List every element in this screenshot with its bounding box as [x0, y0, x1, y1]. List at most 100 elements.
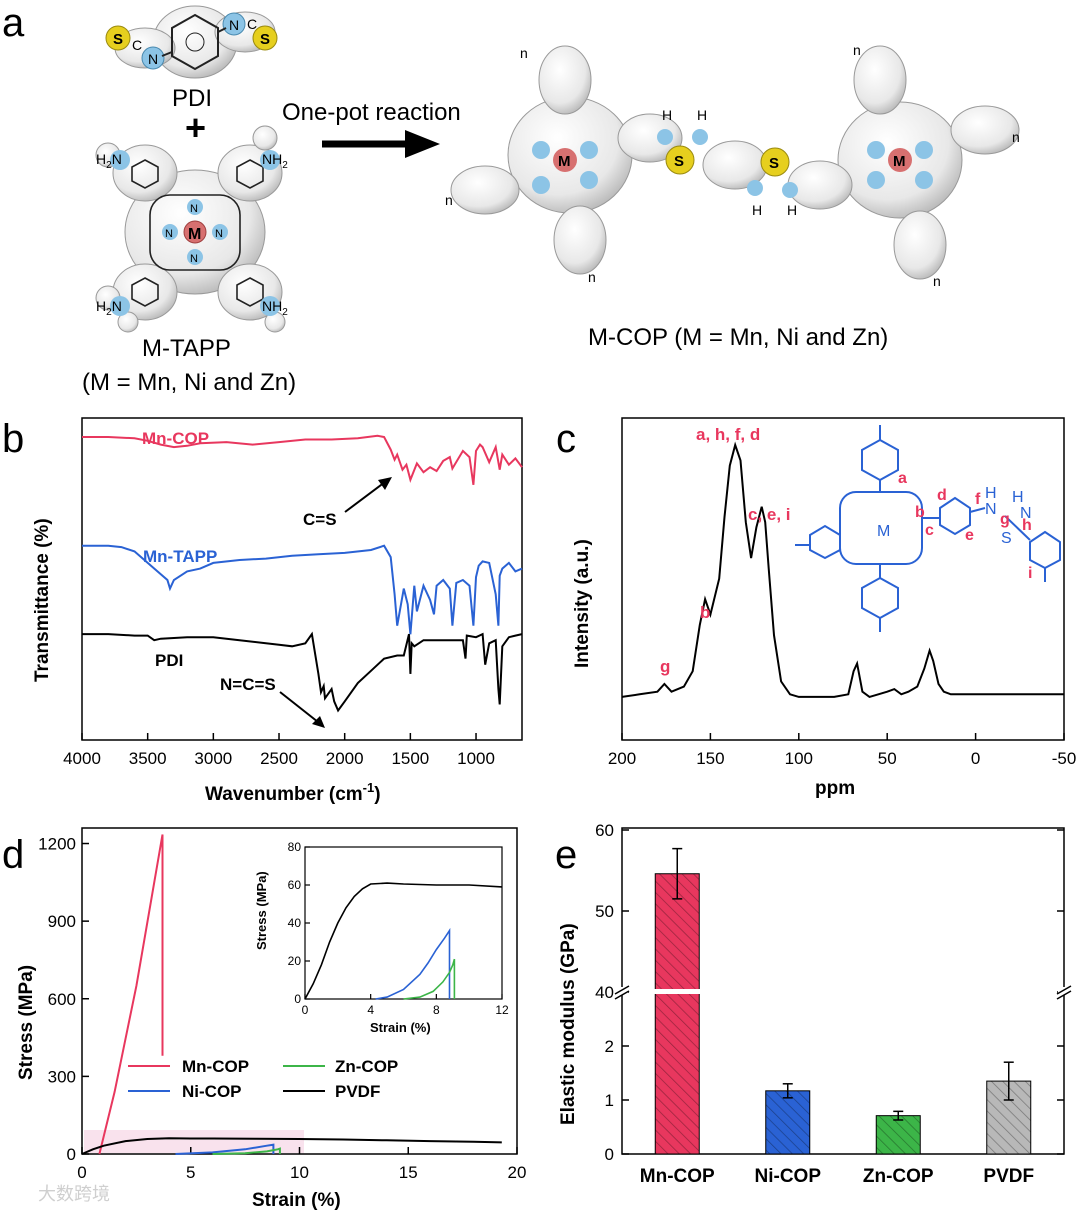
arrow-label: One-pot reaction — [282, 99, 461, 126]
modulus-ylabel: Elastic modulus (GPa) — [558, 923, 579, 1125]
mtapp-nh2-tl: H2N — [96, 151, 122, 171]
ncs-arrow — [279, 691, 325, 728]
nmr-tick-label: 150 — [696, 749, 724, 768]
nmr-peak-b: b — [700, 603, 710, 622]
cs-arrow — [344, 477, 392, 513]
panel-b: b 4000 3500 3000 2500 2000 1500 1000 Mn-COP Mn… — [2, 417, 523, 805]
bar-hatch-mn-cop — [655, 873, 700, 1154]
mcop-m2: M — [893, 153, 906, 170]
stress-xtick-label: 5 — [186, 1163, 195, 1182]
ftir-series — [82, 434, 523, 713]
ftir-tick-label: 2000 — [326, 749, 364, 768]
nmr-structure-labels: M N H H N S a b c d e f g h i — [877, 470, 1032, 582]
bar-break-gap — [654, 989, 701, 994]
inset-ytick-label: 0 — [294, 992, 301, 1006]
mcop-h3: H — [752, 202, 762, 218]
panel-e: e 0 1 2 40 50 60 Mn-COP Ni-COP Zn-COP PVDF Elasti… — [555, 821, 1072, 1187]
panel-label-b: b — [2, 417, 24, 461]
struct-a: a — [898, 470, 907, 487]
modulus-ytick-label: 60 — [595, 821, 614, 840]
struct-f: f — [975, 491, 981, 508]
struct-s: S — [1001, 530, 1012, 547]
stress-xtick-label: 15 — [399, 1163, 418, 1182]
mtapp-nh2-br: NH2 — [262, 298, 288, 318]
nmr-peak-cei: c, e, i — [748, 505, 791, 524]
inset-series — [304, 882, 503, 1000]
struct-b: b — [915, 504, 925, 521]
mtapp-molecule: M N N N N H2N NH2 H2N NH2 — [95, 125, 288, 333]
pdi-s2: S — [260, 31, 270, 48]
mcop-s1: S — [674, 153, 684, 170]
inset-axes — [304, 846, 503, 1000]
stress-xtick-label: 0 — [77, 1163, 86, 1182]
pdi-label: PDI — [172, 85, 212, 112]
pdi-s1: S — [113, 31, 123, 48]
h-bl: H — [96, 298, 106, 314]
ftir-ylabel: Transmittance (%) — [32, 518, 53, 682]
panel-a: a S C N N C S PDI + — [2, 1, 1020, 396]
modulus-ytick-label: 2 — [605, 1037, 614, 1056]
struct-nh2: N — [1020, 505, 1032, 522]
inset-line-ni-cop — [375, 927, 451, 1000]
modulus-xtick-label: PVDF — [983, 1166, 1034, 1187]
pdi-c1: C — [132, 37, 142, 53]
stress-xlabel: Strain (%) — [252, 1190, 341, 1211]
legend-zn: Zn-COP — [335, 1057, 398, 1076]
inset-line-pvdf — [304, 882, 503, 1000]
sub-bl: 2 — [106, 307, 112, 318]
n-bl: N — [112, 298, 122, 314]
stress-ytick-label: 1200 — [38, 835, 76, 854]
stress-ytick-label: 900 — [48, 912, 76, 931]
nmr-tick-label: 50 — [878, 749, 897, 768]
nmr-tick-label: -50 — [1052, 749, 1077, 768]
inset-ytick-label: 40 — [288, 916, 302, 930]
mtapp-metal: M — [188, 226, 201, 243]
struct-m: M — [877, 523, 890, 540]
ftir-xlabel-sup: -1 — [363, 780, 375, 795]
axis-break-mark — [1056, 990, 1072, 1000]
nmr-ticks: 200 150 100 50 0 -50 — [608, 733, 1076, 768]
mcop-h1: H — [662, 107, 672, 123]
struct-h1: H — [985, 485, 997, 502]
axis-break-mark — [614, 985, 630, 995]
modulus-xtick-label: Mn-COP — [640, 1166, 715, 1187]
mcop-n5: n — [588, 269, 596, 285]
inset-xtick-label: 8 — [433, 1003, 440, 1017]
nmr-peak-ahfd: a, h, f, d — [696, 425, 760, 444]
axis-break-gap — [1058, 987, 1070, 995]
inset-xlabel: Strain (%) — [370, 1020, 431, 1035]
stress-legend: Mn-COP Zn-COP Ni-COP PVDF — [128, 1057, 398, 1101]
mcop-n2: n — [853, 42, 861, 58]
struct-c: c — [925, 522, 934, 539]
struct-i: i — [1028, 565, 1032, 582]
axis-break-mark — [614, 990, 630, 1000]
stress-line-ni-cop — [175, 1143, 275, 1155]
stress-ytick-label: 0 — [67, 1145, 76, 1164]
ftir-tick-label: 3500 — [129, 749, 167, 768]
inset-ytick-label: 20 — [288, 954, 302, 968]
ftir-label-ncs: N=C=S — [220, 675, 276, 694]
sub-br: 2 — [282, 307, 288, 318]
modulus-xtick-label: Zn-COP — [863, 1166, 934, 1187]
mcop-s2: S — [769, 155, 779, 172]
modulus-ytick-label: 1 — [605, 1091, 614, 1110]
struct-nh1: N — [985, 501, 997, 518]
struct-h2: H — [1012, 489, 1024, 506]
nmr-line — [621, 441, 1064, 698]
bar-hatch-ni-cop — [765, 1090, 810, 1154]
mtapp-label: M-TAPP — [142, 335, 231, 362]
n-tl: N — [112, 151, 122, 167]
stress-ytick-label: 600 — [48, 990, 76, 1009]
ftir-line-pdi — [82, 631, 523, 713]
ftir-tick-label: 1000 — [457, 749, 495, 768]
legend-mn: Mn-COP — [182, 1057, 249, 1076]
nh-tr: NH — [262, 151, 282, 167]
nmr-tick-label: 200 — [608, 749, 636, 768]
ftir-label-cs: C=S — [303, 510, 337, 529]
sub-tr: 2 — [282, 160, 288, 171]
stress-series — [81, 834, 502, 1155]
nmr-axes — [621, 417, 1065, 741]
legend-ni: Ni-COP — [182, 1082, 242, 1101]
axis-break-gap — [616, 987, 628, 995]
pdi-n2: N — [229, 17, 239, 33]
